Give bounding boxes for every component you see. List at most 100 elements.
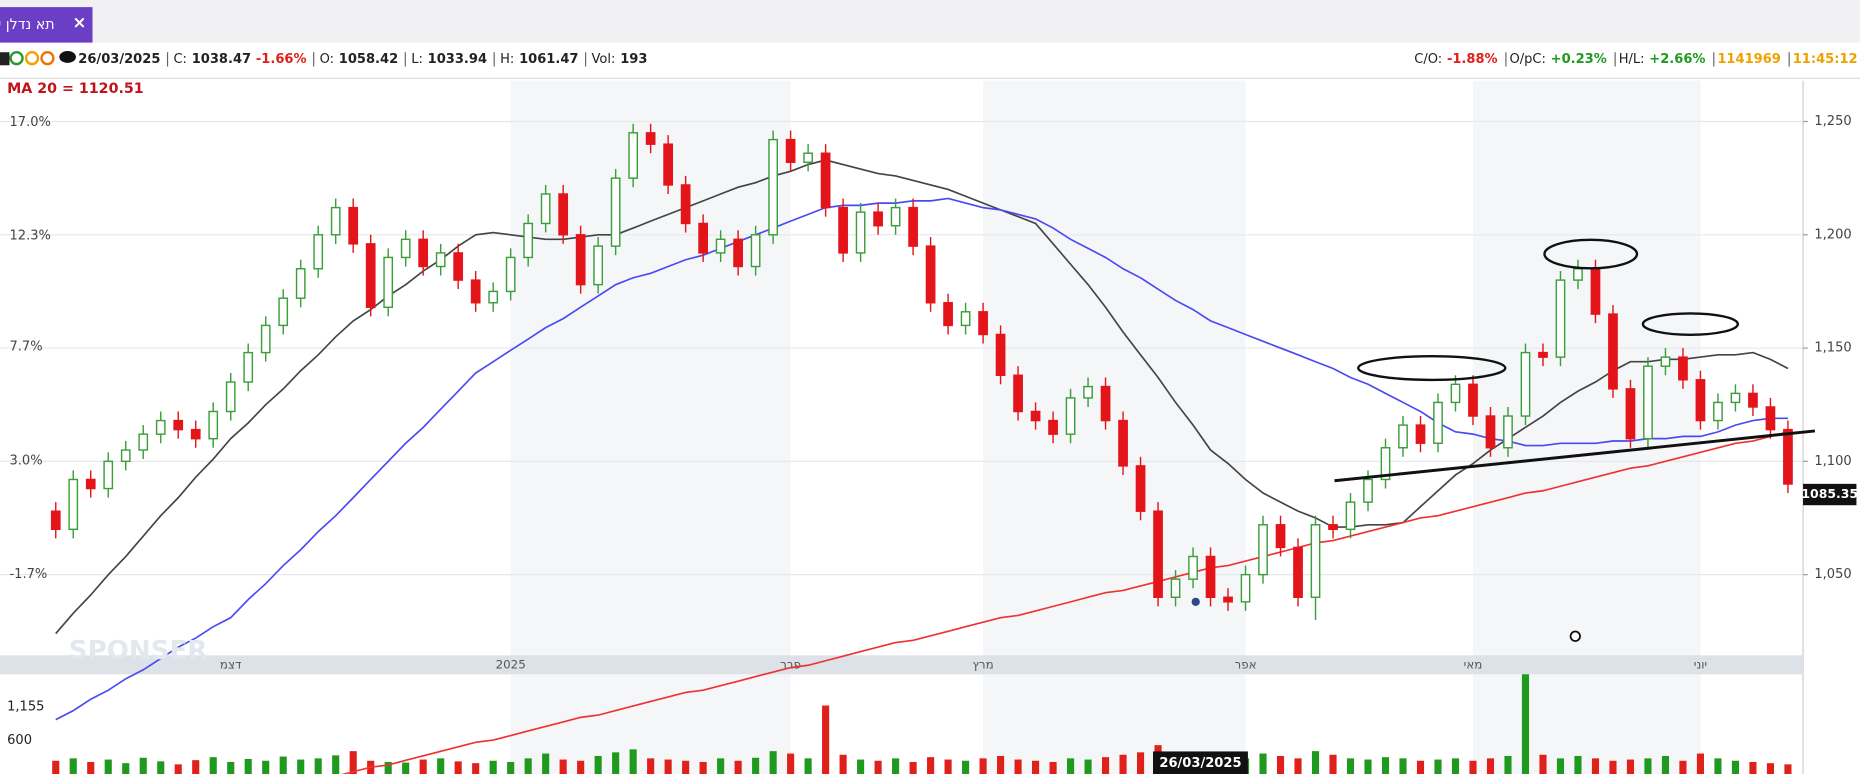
volume-bar [1521,673,1530,774]
volume-bar [1346,758,1355,774]
trend-line[interactable] [1334,429,1816,483]
y2-tick-label: -1.7% [9,567,47,582]
volume-bar [1784,764,1792,774]
x-tick-label: יוני [1694,657,1707,671]
last-price-label: 1085.35 [1801,486,1858,501]
candle-body [243,351,254,383]
candle-body [1713,401,1723,422]
volume-bar [647,758,655,774]
candle-body [645,132,656,145]
volume-bar [1067,758,1075,774]
icon[interactable] [59,51,76,63]
volume-bar [1539,754,1547,774]
volume-bar [297,759,305,774]
candle-body [400,238,411,259]
icon[interactable] [24,51,40,66]
legend: MA 20 = 1120.51 [7,81,144,97]
candle-body [138,433,149,451]
volume-bar [577,760,585,774]
volume-bar [1049,761,1057,774]
candle-body [1363,478,1373,503]
volume-bar [629,749,637,774]
volume-bar [122,763,130,774]
x-tick-label: דצמ [220,657,242,671]
pattern-ellipse[interactable] [1543,238,1639,270]
volume-bar [104,759,112,774]
volume-bar [857,759,865,774]
volume-bar [1399,758,1407,774]
candle-body [1223,596,1233,603]
candle-body [260,324,271,354]
candle-body [155,419,166,435]
candle-body [313,234,324,270]
candle-body [908,206,918,247]
candle-body [1503,415,1513,449]
tab-close[interactable]: × [73,13,87,32]
info-item: 1033.94 [428,52,487,67]
volume-tick-label: 600 [7,733,32,748]
x-tick-label: 2025 [496,657,526,671]
volume-bar [227,761,235,774]
info-item: 26/03/2025 [78,52,160,67]
volume-bar [244,758,252,774]
volume-bar [139,757,147,774]
candle-body [1258,524,1268,576]
info-item: O/pC: [1509,52,1545,67]
volume-bar [752,757,760,774]
icon[interactable] [0,52,10,66]
candle-body [1748,392,1758,408]
candle-body [540,193,551,225]
candle-body [1083,385,1093,399]
volume-bar [1556,758,1565,774]
volume-bar [1084,759,1092,774]
tab[interactable] [0,7,93,43]
volume-bar [262,760,270,774]
volume-bar [962,760,970,774]
candle-body [1415,424,1426,444]
candle-body [1643,365,1653,440]
candle-body [1765,406,1776,431]
y2-tick-label: 12.3% [9,228,50,243]
candle-body [873,211,883,227]
x-tick-label: מאי [1464,657,1483,671]
volume-bar [594,755,602,774]
candle-body [348,206,359,245]
ma-line [341,431,1789,774]
info-item: 1141969 [1717,52,1781,67]
candle-body [278,297,289,327]
candle-body [330,206,341,236]
volume-bar [1679,760,1687,774]
volume-bar [1136,752,1145,774]
volume-bar [1731,760,1740,774]
tab-title[interactable]: תא נדלן י [0,17,55,33]
icon[interactable] [40,51,55,66]
tab-bar [0,0,1860,43]
candle-body [1240,573,1251,603]
candle-body [1170,578,1181,598]
icon[interactable] [9,51,24,66]
volume-bar [1014,759,1022,774]
volume-bar [1749,761,1757,774]
pattern-ellipse[interactable] [1357,354,1507,382]
volume-bar [524,758,532,774]
candle-body [925,245,936,304]
volume-bar [419,759,427,774]
cursor [1569,630,1581,642]
volume-bar [1329,754,1337,774]
volume-bar [997,755,1005,774]
info-item: C: [173,52,187,67]
volume-bar [1696,753,1705,774]
candle-body [523,222,534,259]
pattern-ellipse[interactable] [1641,312,1740,336]
volume-bar [717,758,725,774]
ma-line [55,159,1789,635]
axes: 1,050 1,100 1,150 1,200 1,250 17.0% 12.3% 7.7% 3… [7,114,1858,748]
candle-body [383,256,394,308]
info-item: +0.23% [1551,52,1607,67]
candle-body [768,138,778,236]
info-item: Vol: [592,52,616,67]
volume-bar [279,756,287,774]
info-item: H/L: [1619,52,1645,67]
volume-bar [909,761,917,774]
volume-bar [1504,755,1512,774]
